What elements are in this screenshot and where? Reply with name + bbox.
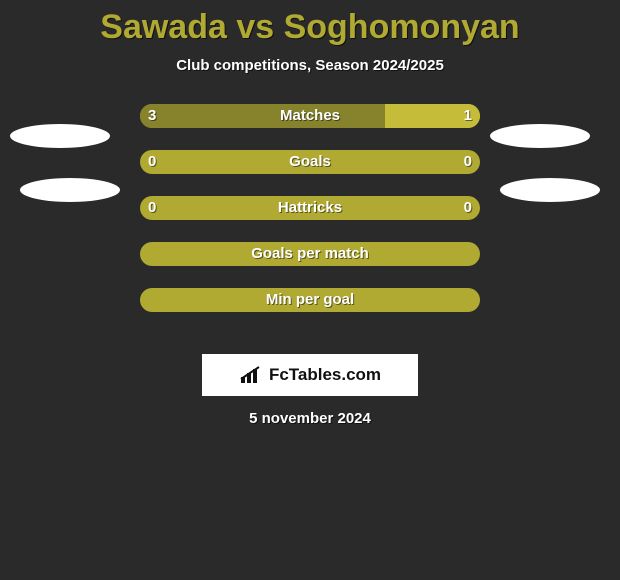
logo-chart-icon [239,365,265,385]
stat-label: Goals per match [140,242,480,266]
stat-value-left: 3 [148,104,156,128]
stat-value-left: 0 [148,196,156,220]
stat-value-right: 0 [464,150,472,174]
stat-label: Goals [140,150,480,174]
stat-value-right: 1 [464,104,472,128]
stat-row: 0 0Goals [0,150,620,174]
logo-text: FcTables.com [269,365,381,385]
stat-bar-track: 0 0Goals [140,150,480,174]
page-subtitle: Club competitions, Season 2024/2025 [0,57,620,74]
avatar-ellipse [20,178,120,202]
stat-bar-track: 0 0Hattricks [140,196,480,220]
footer-date: 5 november 2024 [0,410,620,427]
stat-bar-left [140,104,385,128]
stat-bar-track: 31Matches [140,104,480,128]
stat-bar-track: Min per goal [140,288,480,312]
avatar-ellipse [500,178,600,202]
stat-bar-track: Goals per match [140,242,480,266]
stat-row: Goals per match [0,242,620,266]
stat-value-right: 0 [464,196,472,220]
stat-label: Hattricks [140,196,480,220]
avatar-ellipse [10,124,110,148]
logo-box: FcTables.com [202,354,418,396]
stat-value-left: 0 [148,150,156,174]
stat-row: Min per goal [0,288,620,312]
avatar-ellipse [490,124,590,148]
stat-label: Min per goal [140,288,480,312]
page-title: Sawada vs Soghomonyan [0,0,620,47]
